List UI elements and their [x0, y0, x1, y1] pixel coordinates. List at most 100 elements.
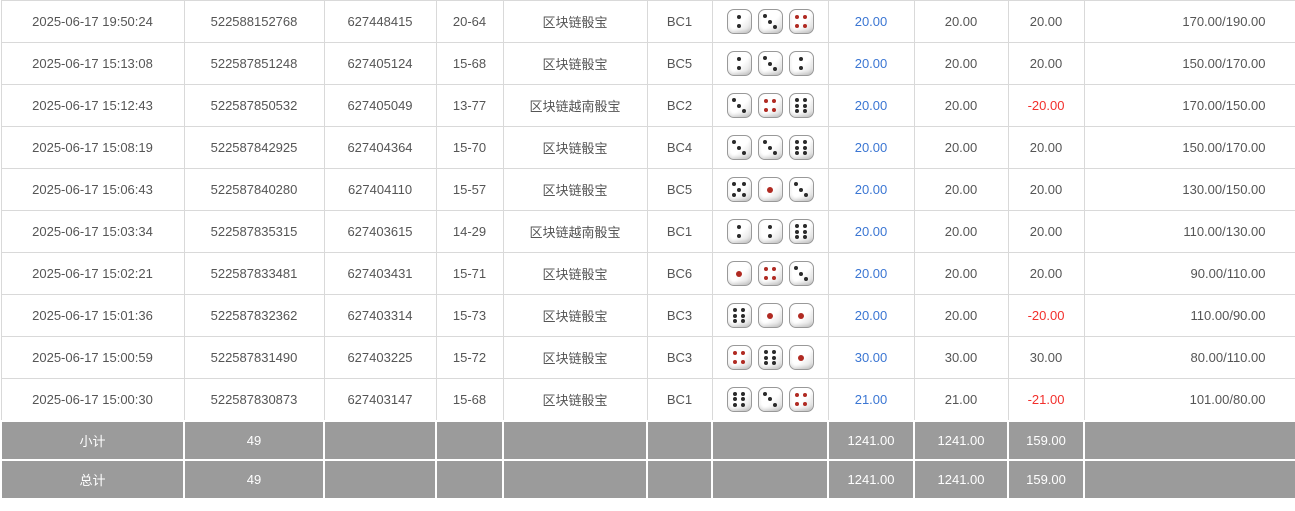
total-bet-amount: 1241.00 — [827, 458, 915, 500]
die-2-icon — [788, 51, 814, 76]
die-3-icon — [757, 9, 783, 34]
cell-win-loss: 20.00 — [1007, 210, 1085, 253]
cell-win-loss: -21.00 — [1007, 378, 1085, 421]
subtotal-valid-amount: 1241.00 — [913, 419, 1009, 461]
total-row: 总计 49 1241.00 1241.00 159.00 — [0, 458, 1295, 500]
cell-period: 15-71 — [435, 252, 504, 295]
records-body: 2025-06-17 19:50:24 522588152768 627448415… — [0, 0, 1295, 421]
table-row: 2025-06-17 15:08:19 522587842925 627404364… — [0, 126, 1295, 169]
cell-table-code: BC5 — [646, 42, 713, 85]
cell-period: 13-77 — [435, 84, 504, 127]
die-6-icon — [726, 303, 752, 328]
die-4-icon — [757, 93, 783, 118]
cell-bet-id: 522587851248 — [183, 42, 325, 85]
cell-period: 15-73 — [435, 294, 504, 337]
cell-round-id: 627405124 — [323, 42, 437, 85]
cell-valid-amount: 20.00 — [913, 0, 1009, 43]
die-4-icon — [757, 261, 783, 286]
table-row: 2025-06-17 15:06:43 522587840280 627404110… — [0, 168, 1295, 211]
cell-round-id: 627405049 — [323, 84, 437, 127]
die-4-icon — [788, 9, 814, 34]
cell-bet-amount[interactable]: 20.00 — [827, 0, 915, 43]
subtotal-empty-cell — [323, 419, 437, 461]
total-label: 总计 — [0, 458, 185, 500]
subtotal-label: 小计 — [0, 419, 185, 461]
die-3-icon — [726, 93, 752, 118]
cell-bet-amount[interactable]: 20.00 — [827, 126, 915, 169]
cell-round-id: 627448415 — [323, 0, 437, 43]
total-empty-cell — [646, 458, 713, 500]
cell-table-code: BC4 — [646, 126, 713, 169]
cell-bet-id: 522587830873 — [183, 378, 325, 421]
table-row: 2025-06-17 15:00:59 522587831490 627403225… — [0, 336, 1295, 379]
die-3-icon — [726, 135, 752, 160]
cell-balance-range: 150.00/170.00 — [1083, 42, 1295, 85]
cell-dice-result — [711, 378, 829, 421]
table-row: 2025-06-17 15:13:08 522587851248 627405124… — [0, 42, 1295, 85]
die-5-icon — [726, 177, 752, 202]
cell-bet-amount[interactable]: 20.00 — [827, 210, 915, 253]
die-2-icon — [726, 51, 752, 76]
cell-game-name: 区块链越南骰宝 — [502, 84, 648, 127]
die-1-icon — [726, 261, 752, 286]
cell-valid-amount: 20.00 — [913, 252, 1009, 295]
cell-dice-result — [711, 210, 829, 253]
cell-balance-range: 170.00/190.00 — [1083, 0, 1295, 43]
die-3-icon — [788, 177, 814, 202]
cell-bet-amount[interactable]: 30.00 — [827, 336, 915, 379]
cell-valid-amount: 30.00 — [913, 336, 1009, 379]
cell-bet-id: 522587832362 — [183, 294, 325, 337]
die-6-icon — [726, 386, 752, 412]
cell-game-name: 区块链越南骰宝 — [502, 210, 648, 253]
cell-time: 2025-06-17 15:01:36 — [0, 294, 185, 337]
cell-period: 15-72 — [435, 336, 504, 379]
cell-win-loss: 20.00 — [1007, 126, 1085, 169]
total-empty-cell — [711, 458, 829, 500]
cell-bet-amount[interactable]: 20.00 — [827, 168, 915, 211]
cell-round-id: 627403147 — [323, 378, 437, 421]
cell-bet-amount[interactable]: 21.00 — [827, 378, 915, 421]
cell-round-id: 627403225 — [323, 336, 437, 379]
cell-table-code: BC3 — [646, 294, 713, 337]
cell-bet-amount[interactable]: 20.00 — [827, 84, 915, 127]
die-2-icon — [726, 9, 752, 34]
cell-round-id: 627404110 — [323, 168, 437, 211]
die-4-icon — [788, 386, 814, 412]
cell-bet-id: 522587835315 — [183, 210, 325, 253]
cell-bet-id: 522587850532 — [183, 84, 325, 127]
subtotal-count: 49 — [183, 419, 325, 461]
cell-balance-range: 110.00/90.00 — [1083, 294, 1295, 337]
cell-balance-range: 150.00/170.00 — [1083, 126, 1295, 169]
cell-valid-amount: 21.00 — [913, 378, 1009, 421]
cell-table-code: BC1 — [646, 210, 713, 253]
cell-win-loss: 20.00 — [1007, 42, 1085, 85]
cell-bet-amount[interactable]: 20.00 — [827, 42, 915, 85]
cell-table-code: BC2 — [646, 84, 713, 127]
die-3-icon — [788, 261, 814, 286]
cell-win-loss: -20.00 — [1007, 84, 1085, 127]
table-row: 2025-06-17 15:01:36 522587832362 627403314… — [0, 294, 1295, 337]
cell-period: 15-68 — [435, 378, 504, 421]
cell-dice-result — [711, 42, 829, 85]
cell-bet-amount[interactable]: 20.00 — [827, 252, 915, 295]
cell-dice-result — [711, 126, 829, 169]
cell-time: 2025-06-17 15:08:19 — [0, 126, 185, 169]
subtotal-empty-cell — [502, 419, 648, 461]
bet-records-table: 2025-06-17 19:50:24 522588152768 627448415… — [0, 0, 1295, 500]
cell-bet-amount[interactable]: 20.00 — [827, 294, 915, 337]
cell-balance-range: 90.00/110.00 — [1083, 252, 1295, 295]
subtotal-empty-cell — [711, 419, 829, 461]
cell-time: 2025-06-17 15:12:43 — [0, 84, 185, 127]
table-row: 2025-06-17 15:12:43 522587850532 627405049… — [0, 84, 1295, 127]
cell-bet-id: 522588152768 — [183, 0, 325, 43]
cell-valid-amount: 20.00 — [913, 210, 1009, 253]
die-4-icon — [726, 345, 752, 370]
table-row: 2025-06-17 15:02:21 522587833481 627403431… — [0, 252, 1295, 295]
cell-valid-amount: 20.00 — [913, 294, 1009, 337]
cell-time: 2025-06-17 15:00:30 — [0, 378, 185, 421]
cell-game-name: 区块链骰宝 — [502, 42, 648, 85]
cell-round-id: 627404364 — [323, 126, 437, 169]
total-valid-amount: 1241.00 — [913, 458, 1009, 500]
cell-valid-amount: 20.00 — [913, 42, 1009, 85]
die-1-icon — [788, 303, 814, 328]
